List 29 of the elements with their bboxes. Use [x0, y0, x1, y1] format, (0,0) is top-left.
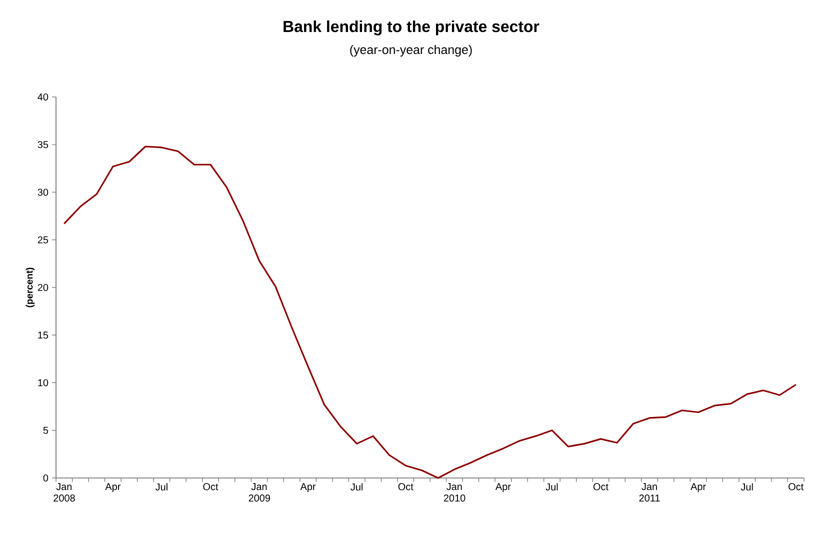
y-tick-label: 0	[43, 474, 48, 482]
x-tick-label: Apr	[300, 483, 316, 492]
y-axis-title: (percent)	[26, 268, 35, 308]
y-tick-label: 30	[38, 188, 48, 196]
y-tick-label: 25	[38, 236, 48, 244]
x-tick-label: Jan 2009	[248, 483, 270, 502]
x-tick-label: Jul	[350, 483, 363, 490]
x-tick-label: Apr	[495, 483, 511, 492]
x-tick-label: Jan 2011	[639, 483, 660, 502]
x-tick-label: Apr	[105, 483, 121, 492]
x-tick-label: Oct	[593, 483, 608, 490]
x-tick-label: Oct	[203, 483, 218, 490]
y-tick-label: 35	[38, 141, 48, 148]
x-tick-label: Jan 2008	[54, 483, 75, 502]
x-tick-label: Jan 2010	[444, 483, 466, 502]
chart-title: Bank lending to the private sector	[284, 20, 540, 36]
x-tick-label: Oct	[788, 483, 804, 490]
y-tick-label: 10	[38, 379, 48, 386]
x-tick-label: Jul	[155, 483, 168, 490]
x-tick-label: Apr	[690, 483, 706, 492]
y-tick-label: 5	[43, 426, 48, 434]
x-tick-label: Jul	[740, 483, 753, 490]
line-series	[63, 146, 797, 479]
y-tick-label: 40	[38, 93, 48, 101]
y-tick-label: 15	[38, 332, 48, 339]
y-tick-label: 20	[38, 284, 48, 292]
x-tick-label: Oct	[398, 483, 414, 490]
x-tick-label: Jul	[546, 483, 558, 490]
chart-subtitle: (year-on-year change)	[350, 44, 472, 57]
